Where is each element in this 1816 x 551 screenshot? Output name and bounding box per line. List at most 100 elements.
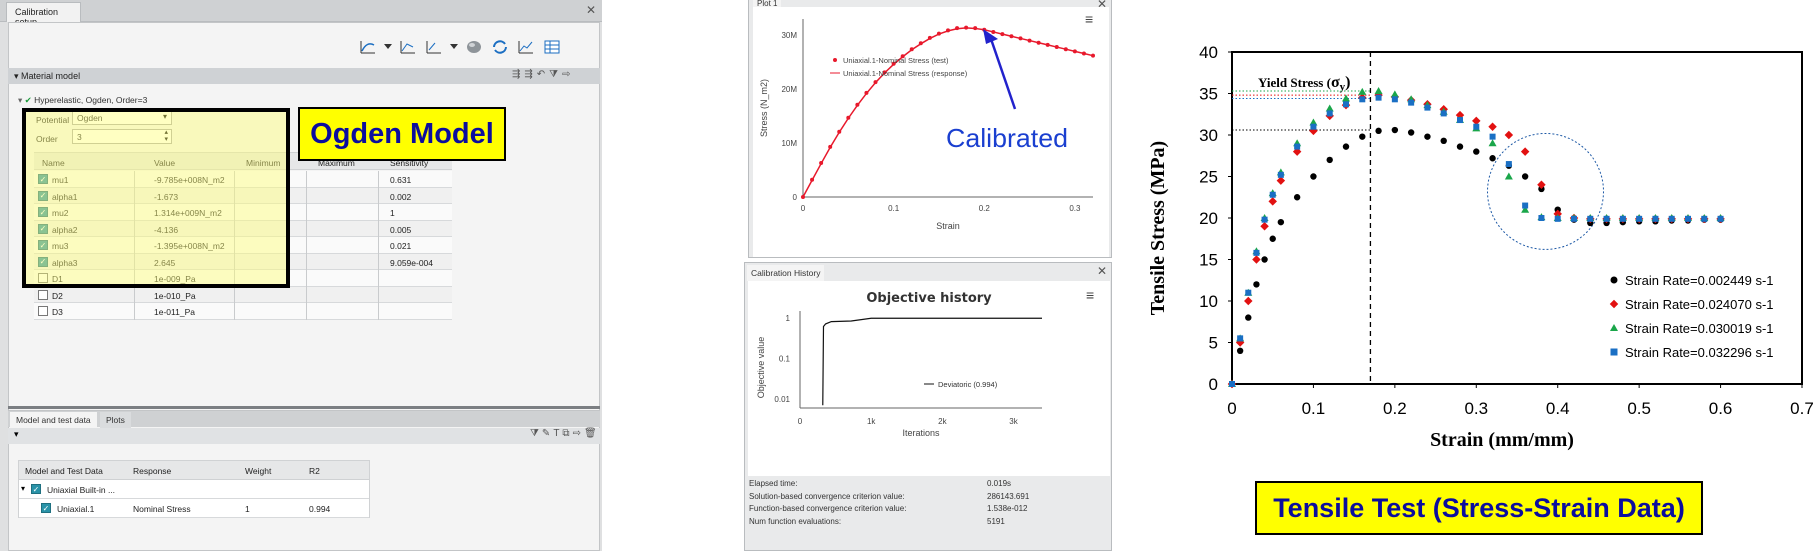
series-point-blue	[1717, 215, 1724, 222]
close-icon[interactable]: ✕	[586, 3, 597, 17]
funnel-icon[interactable]: ⧩	[549, 69, 559, 80]
chevron-down-icon[interactable]: ▾	[162, 112, 167, 121]
parameter-row[interactable]: ✓ mu1 -9.785e+008N_m2 0.631	[34, 171, 452, 188]
pencil-icon[interactable]: ✎	[541, 428, 551, 439]
test-series-point	[801, 195, 805, 199]
data-row-weight[interactable]: 1	[245, 504, 250, 514]
refresh-icon[interactable]	[488, 36, 512, 58]
export-icon[interactable]: ⇨	[572, 428, 581, 439]
strain-plot-icon[interactable]	[422, 36, 446, 58]
parameter-checkbox[interactable]	[38, 306, 48, 316]
parameter-value[interactable]: -9.785e+008N_m2	[154, 175, 225, 185]
test-series-point	[855, 102, 860, 107]
parameter-checkbox[interactable]: ✓	[38, 174, 48, 184]
hamburger-menu-icon[interactable]: ≡	[1085, 11, 1094, 27]
parameter-grid: Potential Ogden ▾ Order 3 ▴ ▾ Name Value …	[24, 108, 452, 346]
tab-calibration-history[interactable]: Calibration History	[747, 265, 825, 281]
series-point-red	[1488, 122, 1497, 131]
parameter-checkbox[interactable]	[38, 273, 48, 283]
test-series-point	[991, 29, 996, 34]
series-point-black	[1326, 156, 1333, 164]
delete-icon[interactable]: 🗑	[583, 428, 597, 439]
parameter-row[interactable]: ✓ mu3 -1.395e+008N_m2 0.021	[34, 237, 452, 254]
stat-row: Solution-based convergence criterion val…	[747, 492, 1109, 504]
collapse-arrow-icon[interactable]: ▾	[14, 429, 19, 439]
column-separator	[306, 237, 307, 254]
clear-filter-icon[interactable]: ⇶	[524, 69, 533, 80]
collapse-arrow-icon[interactable]: ▾	[14, 71, 19, 81]
model-tree-node[interactable]: ▾ ✔ Hyperelastic, Ogden, Order=3	[18, 95, 148, 105]
tab-model-and-test-data[interactable]: Model and test data	[10, 412, 97, 428]
data-group-row[interactable]: ▾ ✓ Uniaxial Built-in ...	[19, 480, 369, 499]
parameter-checkbox[interactable]	[38, 289, 48, 300]
chevron-down-icon[interactable]	[382, 36, 394, 58]
parameter-value[interactable]: 2.645	[154, 257, 176, 268]
export-icon[interactable]: ⇨	[562, 69, 571, 80]
series-point-blue	[1408, 99, 1415, 106]
stat-label: Function-based convergence criterion val…	[749, 504, 907, 513]
parameter-checkbox[interactable]: ✓	[38, 256, 48, 267]
parameter-value[interactable]: -4.136	[154, 224, 179, 235]
yield-label: Yield Stress (σy)	[1258, 74, 1350, 93]
parameter-row[interactable]: ✓ alpha2 -4.136 0.005	[34, 220, 452, 237]
chevron-down-icon[interactable]	[448, 36, 460, 58]
close-icon[interactable]: ✕	[1097, 0, 1108, 11]
column-separator	[306, 220, 307, 237]
parameter-name: D3	[52, 307, 63, 317]
series-point-blue	[1269, 191, 1276, 198]
text-icon[interactable]: T	[553, 428, 560, 439]
undo-icon[interactable]: ↶	[536, 69, 546, 80]
parameter-checkbox[interactable]: ✓	[38, 207, 48, 217]
material-sphere-icon[interactable]	[462, 36, 486, 58]
hamburger-menu-icon[interactable]: ≡	[1086, 287, 1095, 303]
parameter-row[interactable]: ✓ alpha1 -1.673 0.002	[34, 187, 452, 204]
parameter-row[interactable]: D3 1e-011_Pa	[34, 303, 452, 320]
parameter-checkbox[interactable]: ✓	[38, 223, 48, 234]
material-model-header[interactable]: ▾ Material model	[8, 68, 600, 84]
copy-icon[interactable]: ⧉	[562, 428, 570, 439]
tab-plot-1[interactable]: Plot 1	[753, 0, 782, 10]
parameter-value[interactable]: -1.673	[154, 191, 179, 202]
order-spinbox[interactable]: 3 ▴ ▾	[72, 129, 172, 144]
parameter-row[interactable]: D2 1e-010_Pa	[34, 286, 452, 303]
data-row-uniaxial[interactable]: ✓ Uniaxial.1 Nominal Stress 1 0.994	[19, 499, 369, 518]
parameter-value[interactable]: -1.395e+008N_m2	[154, 241, 225, 251]
parameter-name: mu2	[52, 208, 69, 218]
legend-label: Deviatoric (0.994)	[938, 380, 998, 389]
funnel-icon[interactable]: ⧩	[530, 428, 539, 439]
table-icon[interactable]	[540, 36, 564, 58]
tab-plots[interactable]: Plots	[100, 412, 131, 428]
curve-fit-icon[interactable]	[356, 36, 380, 58]
plot-icon[interactable]	[514, 36, 538, 58]
x-tick-label: 2k	[938, 417, 947, 426]
group-checkbox[interactable]: ✓	[31, 484, 41, 494]
parameter-row[interactable]: ✓ alpha3 2.645 9.059e-004	[34, 253, 452, 270]
data-table: Model and Test Data Response Weight R2 ▾…	[18, 460, 370, 518]
fit-chart-svg: 0 10M 20M 30M 0 0.1 0.2 0.3 Strain Stress (N_m2) U…	[759, 19, 1095, 231]
parameter-value[interactable]: 1e-010_Pa	[154, 290, 196, 301]
parameter-checkbox[interactable]: ✓	[38, 190, 48, 201]
parameter-value[interactable]: 1e-011_Pa	[154, 307, 195, 317]
collapse-arrow-icon[interactable]: ▾	[21, 484, 26, 493]
tab-calibration-setup[interactable]: Calibration setup	[6, 2, 81, 27]
stress-strain-icon[interactable]	[396, 36, 420, 58]
test-series-point	[946, 28, 950, 33]
parameter-value[interactable]: 1e-009_Pa	[154, 274, 196, 284]
series-point-black	[1342, 143, 1350, 150]
close-icon[interactable]: ✕	[1097, 264, 1108, 278]
parameter-row[interactable]: ✓ mu2 1.314e+009N_m2 1	[34, 204, 452, 221]
parameter-checkbox[interactable]: ✓	[38, 240, 48, 250]
spin-arrows-icon[interactable]: ▴ ▾	[164, 129, 168, 143]
col-maximum: Maximum	[318, 158, 355, 168]
calibration-tab-bar: Calibration setup ✕	[0, 0, 602, 27]
y-tick-label: 35	[1199, 85, 1218, 104]
filter-icon[interactable]: ⇶	[512, 69, 521, 80]
splitter[interactable]	[8, 406, 600, 409]
uniaxial-checkbox[interactable]: ✓	[41, 503, 51, 513]
data-table-header: Model and Test Data Response Weight R2	[19, 461, 369, 480]
parameter-value[interactable]: 1.314e+009N_m2	[154, 208, 222, 218]
col-value: Value	[154, 158, 176, 168]
y-tick-label: 30	[1199, 126, 1218, 145]
y-tick-label: 10M	[781, 139, 797, 148]
y-tick-label: 0.01	[774, 395, 790, 404]
